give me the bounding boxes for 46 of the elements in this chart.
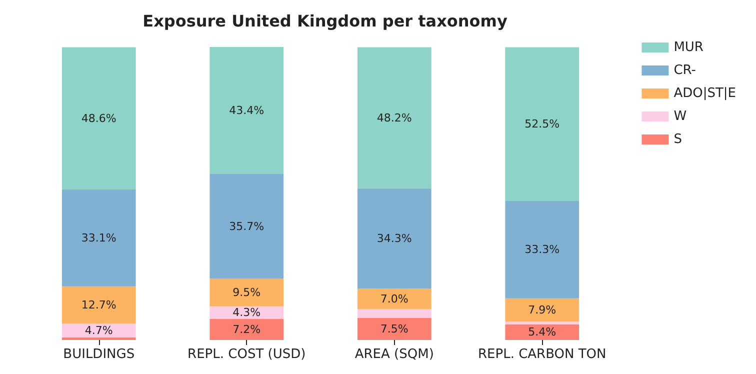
x-tick-label: AREA (SQM): [354, 347, 434, 362]
bar: [62, 47, 136, 190]
data-label: 7.2%: [232, 322, 261, 336]
data-label: 33.1%: [81, 231, 116, 244]
bar: [505, 200, 580, 298]
data-label: 12.7%: [81, 298, 116, 312]
legend-label: ADO|ST|E: [674, 86, 736, 101]
legend-label: MUR: [674, 40, 704, 55]
legend-label: W: [674, 109, 687, 124]
data-label: 34.3%: [376, 232, 412, 246]
bar: [62, 337, 136, 340]
bar: [357, 188, 432, 289]
bar: [62, 190, 136, 286]
data-label: 7.5%: [380, 322, 408, 336]
bar: [357, 47, 432, 188]
x-tick-label: BUILDINGS: [63, 347, 135, 362]
bar: [505, 324, 580, 340]
bar: [210, 174, 284, 279]
data-label: 4.7%: [84, 324, 113, 337]
data-label: 7.0%: [380, 292, 408, 306]
bar: [62, 324, 136, 338]
bar: [357, 318, 432, 340]
bar: [505, 298, 580, 322]
chart-title: Exposure United Kingdom per taxonomy: [142, 12, 508, 30]
data-label: 52.5%: [524, 118, 560, 131]
bar: [210, 47, 284, 174]
x-tick-label: REPL. COST (USD): [188, 347, 306, 362]
data-label: 5.4%: [528, 326, 556, 339]
bar: [210, 278, 284, 306]
data-label: 43.4%: [229, 104, 264, 118]
data-label: 48.2%: [376, 111, 412, 124]
bar: [505, 47, 580, 201]
bar: [505, 322, 580, 324]
x-tick-label: REPL. CARBON TON: [478, 347, 606, 362]
bar: [62, 286, 136, 324]
data-label: 33.3%: [524, 243, 560, 256]
data-label: 48.6%: [81, 112, 116, 125]
data-label: 35.7%: [229, 220, 264, 233]
bar: [210, 318, 284, 340]
bar: [357, 309, 432, 318]
data-label: 4.3%: [232, 306, 261, 320]
legend-label: CR-: [674, 63, 696, 78]
legend-label: S: [674, 132, 682, 147]
data-label: 7.9%: [528, 303, 556, 316]
bar: [357, 288, 432, 310]
data-label: 9.5%: [232, 286, 261, 299]
